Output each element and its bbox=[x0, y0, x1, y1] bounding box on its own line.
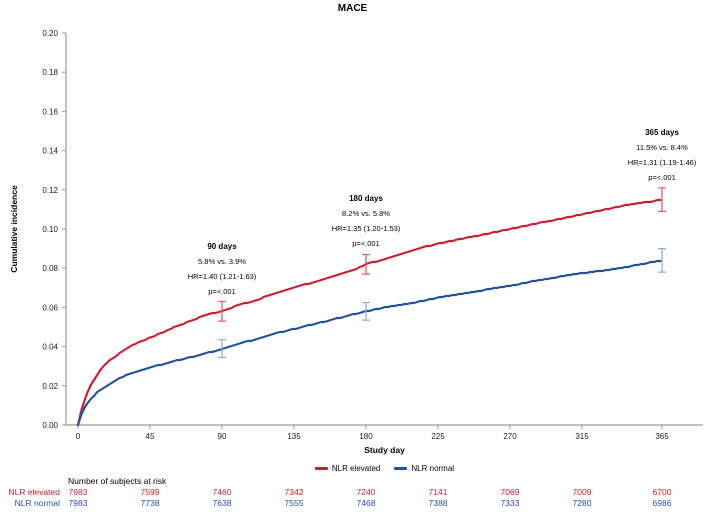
annotation-line: 11.5% vs. 8.4% bbox=[636, 142, 688, 152]
y-tick-label: 0.12 bbox=[42, 186, 58, 195]
y-tick-label: 0.10 bbox=[42, 225, 58, 234]
error-bar bbox=[218, 339, 226, 359]
annotation-block: 365 days 11.5% vs. 8.4% HR=1.31 (1.19-1.46… bbox=[628, 125, 697, 185]
y-tick-label: 0.06 bbox=[42, 303, 58, 312]
legend-marker-icon bbox=[314, 467, 328, 470]
error-bar bbox=[362, 253, 370, 275]
annotation-line: p=<.001 bbox=[208, 286, 236, 296]
series-line-nlr-normal bbox=[76, 259, 662, 427]
y-tick-label: 0.18 bbox=[42, 68, 58, 77]
x-tick-label: 365 bbox=[655, 432, 669, 441]
annotation-line: 5.8% vs. 3.9% bbox=[198, 256, 246, 266]
y-tick-label: 0.08 bbox=[42, 264, 58, 273]
y-tick-label: 0.14 bbox=[42, 147, 58, 156]
annotation-line: p=<.001 bbox=[648, 172, 676, 182]
y-tick-label: 0.00 bbox=[42, 421, 58, 430]
error-bar bbox=[658, 247, 666, 273]
risk-value: 7333 bbox=[500, 498, 520, 508]
x-tick-label: 270 bbox=[503, 432, 517, 441]
risk-value: 7638 bbox=[212, 498, 232, 508]
annotation-line: HR=1.40 (1.21-1.63) bbox=[187, 271, 257, 281]
error-bar bbox=[362, 301, 370, 321]
risk-value: 6986 bbox=[652, 498, 672, 508]
risk-value: 7280 bbox=[572, 498, 592, 508]
y-tick-label: 0.20 bbox=[42, 29, 58, 38]
risk-value: 7388 bbox=[428, 498, 448, 508]
y-axis-label: Cumulative incidence bbox=[9, 185, 19, 273]
risk-value: 7460 bbox=[212, 487, 232, 497]
x-tick-label: 315 bbox=[575, 432, 589, 441]
annotation-block: 90 days 5.8% vs. 3.9% HR=1.40 (1.21-1.63) p… bbox=[188, 239, 257, 299]
annotation-line: 365 days bbox=[645, 127, 679, 137]
risk-value: 7141 bbox=[428, 487, 448, 497]
annotation-line: 90 days bbox=[207, 241, 237, 251]
risk-value: 7599 bbox=[140, 487, 160, 497]
x-axis-label: Study day bbox=[364, 445, 405, 455]
x-tick-label: 0 bbox=[76, 432, 81, 441]
risk-value: 7738 bbox=[140, 498, 160, 508]
legend: NLR elevated NLR normal bbox=[66, 464, 703, 473]
risk-value: 7069 bbox=[500, 487, 520, 497]
y-tick-label: 0.04 bbox=[42, 343, 58, 352]
y-tick-label: 0.16 bbox=[42, 107, 58, 116]
annotation-line: HR=1.31 (1.19-1.46) bbox=[627, 157, 697, 167]
risk-value: 6700 bbox=[652, 487, 672, 497]
annotation-block: 180 days 8.2% vs. 5.8% HR=1.35 (1.20-1.53)… bbox=[332, 191, 401, 251]
annotation-line: p=<.001 bbox=[352, 239, 380, 249]
risk-table-header: Number of subjects at risk bbox=[68, 476, 167, 486]
plot-area: 0.00 0.02 0.04 0.06 0.08 0.10 0.12 0.14 0.16 0.18… bbox=[42, 29, 703, 441]
legend-item: NLR normal bbox=[394, 464, 454, 473]
legend-marker-icon bbox=[394, 467, 408, 470]
y-tick-label: 0.02 bbox=[42, 382, 58, 391]
risk-value: 7468 bbox=[356, 498, 376, 508]
x-tick-label: 135 bbox=[287, 432, 301, 441]
legend-item: NLR elevated bbox=[314, 464, 381, 473]
legend-label: NLR normal bbox=[411, 464, 455, 473]
annotation-line: 180 days bbox=[349, 194, 383, 204]
risk-value: 7983 bbox=[68, 487, 88, 497]
annotation-line: HR=1.35 (1.20-1.53) bbox=[331, 224, 401, 234]
chart-title: MACE bbox=[337, 3, 368, 14]
risk-value: 7009 bbox=[572, 487, 592, 497]
risk-row-label: NLR elevated bbox=[8, 487, 60, 497]
risk-row-label: NLR normal bbox=[14, 498, 60, 508]
x-tick-label: 225 bbox=[431, 432, 445, 441]
error-bar bbox=[218, 300, 226, 322]
legend-label: NLR elevated bbox=[331, 464, 381, 473]
risk-value: 7555 bbox=[284, 498, 304, 508]
x-tick-label: 90 bbox=[218, 432, 227, 441]
risk-value: 7240 bbox=[356, 487, 376, 497]
x-tick-label: 45 bbox=[146, 432, 155, 441]
x-tick-label: 180 bbox=[359, 432, 373, 441]
annotation-line: 8.2% vs. 5.8% bbox=[342, 209, 390, 219]
risk-value: 7342 bbox=[284, 487, 304, 497]
series-line-nlr-elevated bbox=[76, 198, 662, 427]
error-bar bbox=[658, 187, 666, 213]
risk-value: 7983 bbox=[68, 498, 88, 508]
